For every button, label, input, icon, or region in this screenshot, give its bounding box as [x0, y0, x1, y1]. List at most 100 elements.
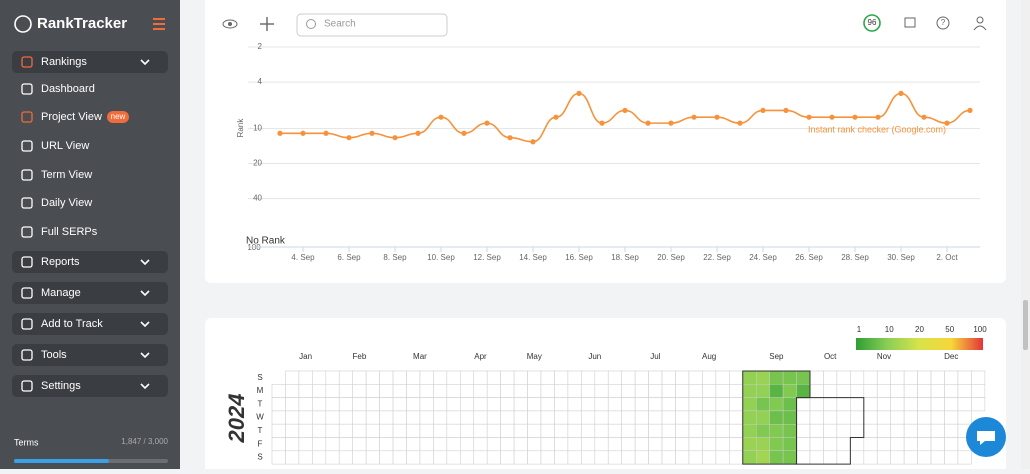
- day-cell[interactable]: [863, 370, 878, 385]
- day-cell-value[interactable]: [756, 437, 770, 452]
- day-cell[interactable]: [594, 410, 609, 425]
- day-cell-value[interactable]: [769, 370, 784, 385]
- day-cell[interactable]: [285, 437, 300, 452]
- day-cell[interactable]: [917, 410, 932, 425]
- day-cell[interactable]: [728, 397, 744, 412]
- day-cell[interactable]: [500, 370, 515, 385]
- day-cell[interactable]: [379, 410, 394, 425]
- day-cell[interactable]: [823, 397, 838, 412]
- day-cell[interactable]: [688, 397, 703, 412]
- day-cell[interactable]: [823, 370, 838, 385]
- day-cell[interactable]: [298, 423, 313, 438]
- day-cell[interactable]: [702, 383, 717, 398]
- menu-section[interactable]: [12, 344, 168, 366]
- day-cell[interactable]: [473, 397, 488, 412]
- day-cell[interactable]: [446, 423, 461, 438]
- day-cell[interactable]: [836, 410, 851, 425]
- day-cell[interactable]: [352, 370, 367, 385]
- day-cell[interactable]: [554, 423, 569, 438]
- day-cell[interactable]: [271, 397, 286, 412]
- day-cell[interactable]: [446, 383, 461, 398]
- day-cell[interactable]: [513, 450, 528, 465]
- day-cell[interactable]: [675, 450, 690, 465]
- day-cell[interactable]: [298, 397, 313, 412]
- day-cell[interactable]: [486, 410, 501, 425]
- day-cell[interactable]: [473, 370, 488, 385]
- day-cell[interactable]: [876, 383, 891, 398]
- day-cell[interactable]: [930, 437, 945, 452]
- day-cell[interactable]: [890, 397, 905, 412]
- day-cell[interactable]: [675, 437, 690, 452]
- day-cell[interactable]: [863, 437, 878, 452]
- day-cell[interactable]: [513, 383, 528, 398]
- day-cell[interactable]: [836, 437, 851, 452]
- day-cell-value[interactable]: [742, 384, 757, 398]
- day-cell[interactable]: [688, 383, 703, 398]
- day-cell[interactable]: [540, 423, 555, 438]
- menu-item[interactable]: Rankings: [41, 56, 87, 68]
- day-cell-value[interactable]: [782, 370, 797, 385]
- day-cell[interactable]: [446, 370, 461, 385]
- day-cell[interactable]: [567, 423, 582, 438]
- day-cell[interactable]: [917, 423, 932, 438]
- day-cell[interactable]: [957, 383, 972, 398]
- day-cell[interactable]: [419, 370, 434, 385]
- day-cell[interactable]: [312, 397, 327, 412]
- day-cell[interactable]: [312, 410, 327, 425]
- day-cell[interactable]: [527, 423, 542, 438]
- day-cell[interactable]: [406, 397, 421, 412]
- day-cell[interactable]: [594, 450, 609, 465]
- day-cell[interactable]: [352, 423, 367, 438]
- menu-section[interactable]: [12, 251, 168, 273]
- day-cell[interactable]: [540, 370, 555, 385]
- day-cell[interactable]: [648, 397, 663, 412]
- day-cell[interactable]: [540, 450, 555, 465]
- day-cell[interactable]: [392, 397, 407, 412]
- day-cell[interactable]: [850, 410, 865, 425]
- day-cell[interactable]: [271, 383, 286, 398]
- day-cell[interactable]: [379, 397, 394, 412]
- day-cell[interactable]: [285, 410, 300, 425]
- day-cell[interactable]: [419, 383, 434, 398]
- day-cell[interactable]: [648, 383, 663, 398]
- day-cell[interactable]: [607, 423, 622, 438]
- day-cell[interactable]: [890, 370, 905, 385]
- day-cell[interactable]: [433, 437, 448, 452]
- menu-item[interactable]: Tools: [41, 349, 67, 361]
- day-cell[interactable]: [433, 370, 448, 385]
- day-cell[interactable]: [957, 397, 972, 412]
- day-cell[interactable]: [890, 437, 905, 452]
- day-cell[interactable]: [554, 397, 569, 412]
- day-cell[interactable]: [419, 450, 434, 465]
- day-cell[interactable]: [446, 397, 461, 412]
- day-cell[interactable]: [567, 410, 582, 425]
- day-cell[interactable]: [823, 423, 838, 438]
- day-cell[interactable]: [715, 397, 730, 412]
- day-cell[interactable]: [957, 370, 972, 385]
- day-cell[interactable]: [688, 450, 703, 465]
- day-cell[interactable]: [876, 450, 891, 465]
- day-cell[interactable]: [903, 423, 918, 438]
- day-cell[interactable]: [863, 450, 878, 465]
- day-cell[interactable]: [809, 370, 824, 385]
- day-cell[interactable]: [930, 450, 945, 465]
- day-cell[interactable]: [607, 437, 622, 452]
- day-cell[interactable]: [675, 423, 690, 438]
- menu-item[interactable]: Settings: [41, 380, 81, 392]
- menu-section[interactable]: [12, 51, 168, 73]
- day-cell[interactable]: [661, 397, 676, 412]
- day-cell[interactable]: [702, 397, 717, 412]
- day-cell[interactable]: [688, 370, 703, 385]
- day-cell[interactable]: [433, 450, 448, 465]
- day-cell[interactable]: [957, 410, 972, 425]
- day-cell[interactable]: [876, 397, 891, 412]
- day-cell[interactable]: [715, 450, 730, 465]
- day-cell[interactable]: [513, 370, 528, 385]
- day-cell[interactable]: [298, 383, 313, 398]
- day-cell[interactable]: [486, 437, 501, 452]
- day-cell-value[interactable]: [769, 450, 784, 465]
- day-cell[interactable]: [836, 383, 851, 398]
- day-cell[interactable]: [648, 450, 663, 465]
- day-cell[interactable]: [285, 370, 300, 385]
- day-cell[interactable]: [876, 370, 891, 385]
